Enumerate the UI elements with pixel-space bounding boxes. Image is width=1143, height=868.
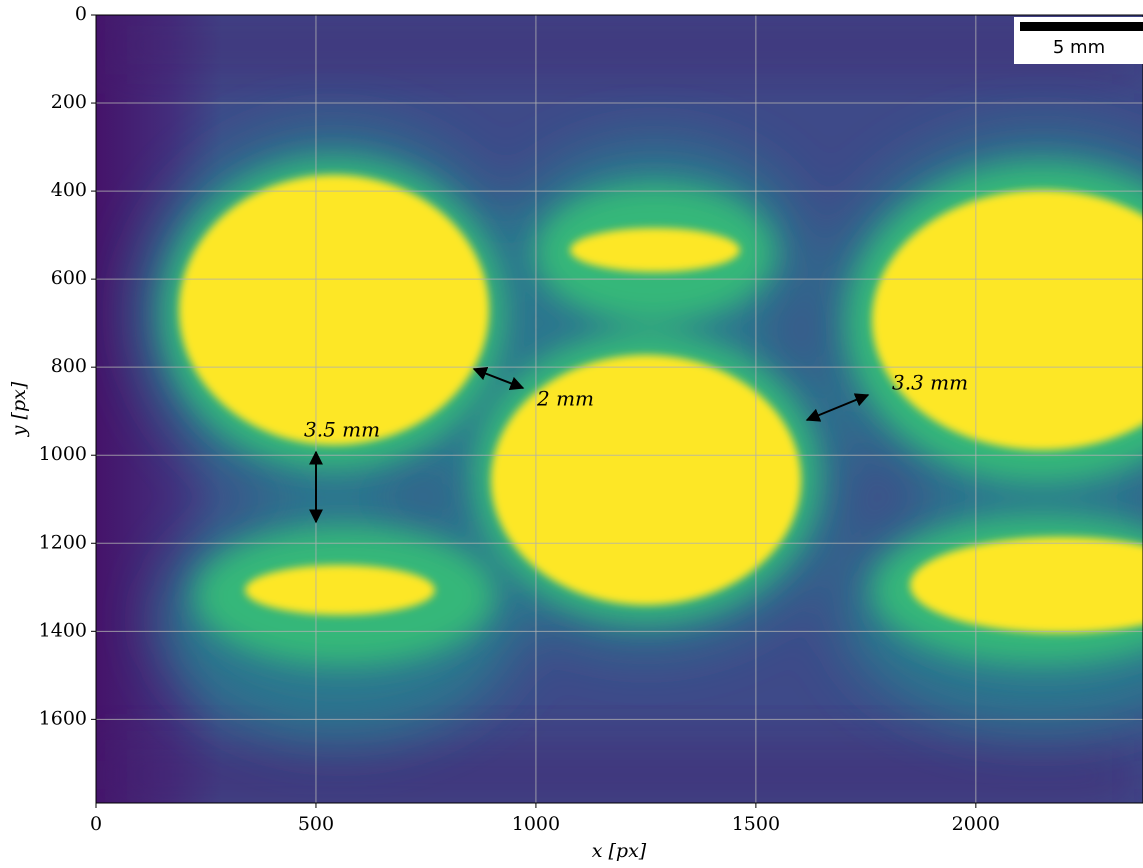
y-tick-label: 1200	[39, 531, 87, 553]
x-tick-label: 1500	[732, 813, 780, 835]
y-axis-label: y [px]	[8, 381, 30, 437]
y-tick-label: 400	[51, 179, 87, 201]
scale-bar-label: 5 mm	[1053, 37, 1105, 58]
scale-bar	[1020, 22, 1143, 31]
x-tick-label: 1000	[512, 813, 560, 835]
y-tick-label: 800	[51, 355, 87, 377]
x-tick-label: 500	[298, 813, 334, 835]
y-tick-label: 1000	[39, 443, 87, 465]
plot-frame	[95, 14, 1143, 804]
annotation: 3.3 mm	[892, 371, 968, 395]
x-tick-label: 0	[90, 813, 102, 835]
x-tick-label: 2000	[952, 813, 1000, 835]
y-tick-label: 1400	[39, 619, 87, 641]
y-tick-label: 0	[75, 3, 87, 25]
y-tick-label: 600	[51, 267, 87, 289]
image	[96, 15, 1143, 803]
arrow	[805, 393, 870, 422]
y-tick-label: 1600	[39, 707, 87, 729]
annotation: 3.5 mm	[304, 418, 380, 442]
arrow	[472, 367, 525, 390]
x-axis-label: x [px]	[592, 840, 647, 862]
annotation: 2 mm	[536, 387, 594, 411]
y-tick-label: 200	[51, 91, 87, 113]
